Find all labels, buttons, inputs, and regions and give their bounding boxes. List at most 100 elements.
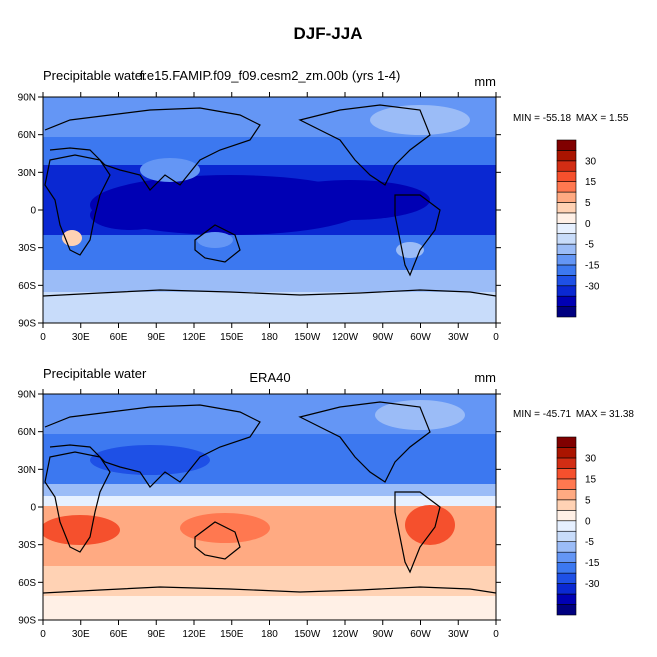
lat-tick-label: 90S [18,616,36,627]
colorbar-tick-label: -15 [585,558,600,569]
panel-obs: Precipitable water ERA40 mm MIN = -45.71… [18,366,635,640]
colorbar-tick-label: 5 [585,495,591,506]
colorbar-swatch [556,191,577,203]
lat-tick-label: 60N [18,427,36,438]
lon-tick-label: 0 [40,332,46,343]
panel-obs-minmax: MIN = -45.71 MAX = 31.38 [513,409,634,420]
colorbar-swatch [556,562,577,574]
lon-tick-label: 150W [294,629,321,640]
lon-tick-label: 90E [147,629,165,640]
lon-tick-label: 30E [72,332,90,343]
colorbar-swatch [556,499,577,511]
lat-tick-label: 60S [18,281,36,292]
colorbar-swatch [556,457,577,469]
lon-tick-label: 90W [372,629,393,640]
colorbar-swatch [556,212,577,224]
colorbar-swatch [556,243,577,255]
colorbar-tick-label: -15 [585,260,600,271]
panel-model: Precipitable water f.e15.FAMIP.f09_f09.c… [18,68,629,343]
colorbar-swatch [556,478,577,490]
colorbar-swatch [556,436,577,448]
lon-tick-label: 180 [261,332,278,343]
colorbar-swatch [556,181,577,193]
colorbar-tick-label: 30 [585,156,597,167]
colorbar-swatch [556,541,577,553]
lat-tick-label: 30N [18,465,36,476]
lon-tick-label: 30W [448,629,469,640]
coastlines-model [43,104,496,297]
colorbar-swatch [556,447,577,459]
lon-tick-label: 180 [261,629,278,640]
lat-tick-label: 60N [18,130,36,141]
lon-tick-label: 120W [332,629,359,640]
colorbar-swatch [556,275,577,287]
lon-tick-label: 120E [182,332,206,343]
main-title: DJF-JJA [294,24,363,43]
colorbar-swatch [556,170,577,182]
colorbar-swatch [556,489,577,501]
panel-obs-left-label: Precipitable water [43,366,147,381]
lat-tick-label: 60S [18,578,36,589]
colorbar-swatch [556,593,577,605]
colorbar-swatch [556,222,577,235]
lat-tick-label: 0 [30,503,36,514]
lon-tick-label: 60E [110,629,128,640]
lon-tick-label: 150E [220,332,244,343]
lat-tick-label: 30S [18,243,36,254]
colorbar-swatch [556,295,577,307]
colorbar-tick-label: 5 [585,198,591,209]
map-field-model [43,97,496,323]
colorbar-swatch [556,306,577,318]
panel-model-units: mm [474,74,496,89]
panel-obs-center-label: ERA40 [249,370,290,385]
colorbar-swatch [556,530,577,543]
colorbar-tick-label: 0 [585,219,591,230]
panel-model-left-label: Precipitable water [43,68,147,83]
colorbar-swatch [556,572,577,584]
colorbar-swatch [556,202,577,214]
colorbar-swatch [556,160,577,172]
colorbar-swatch [556,520,577,532]
coastlines-obs [43,401,496,594]
colorbar-tick-label: 15 [585,474,597,485]
lat-tick-label: 90N [18,93,36,104]
map-field-obs [43,394,496,620]
lon-tick-label: 60E [110,332,128,343]
colorbar-swatch [556,150,577,162]
colorbar-tick-label: -5 [585,537,594,548]
colorbar-swatch [556,233,577,245]
lon-tick-label: 60W [410,332,431,343]
lon-tick-label: 90W [372,332,393,343]
colorbar-tick-label: 0 [585,516,591,527]
lon-tick-label: 0 [493,629,499,640]
colorbar-swatch [556,551,577,563]
lat-tick-label: 30S [18,540,36,551]
lat-tick-label: 30N [18,168,36,179]
lon-tick-label: 150W [294,332,321,343]
lon-tick-label: 0 [493,332,499,343]
colorbar-swatch [556,285,577,297]
panel-model-minmax: MIN = -55.18 MAX = 1.55 [513,113,629,124]
lon-tick-label: 0 [40,629,46,640]
colorbar-tick-label: 30 [585,453,597,464]
colorbar-tick-label: -30 [585,281,600,292]
colorbar-swatch [556,468,577,480]
lon-tick-label: 120W [332,332,359,343]
lon-tick-label: 30E [72,629,90,640]
lon-tick-label: 120E [182,629,206,640]
lat-tick-label: 90S [18,319,36,330]
colorbar-swatch [556,604,577,616]
lon-tick-label: 60W [410,629,431,640]
lon-tick-label: 30W [448,332,469,343]
colorbar-swatch [556,583,577,595]
colorbar-swatch [556,139,577,151]
panel-obs-units: mm [474,370,496,385]
lat-tick-label: 90N [18,390,36,401]
colorbar-tick-label: 15 [585,177,597,188]
colorbar-tick-label: -30 [585,579,600,590]
lon-tick-label: 150E [220,629,244,640]
panel-model-center-label: f.e15.FAMIP.f09_f09.cesm2_zm.00b (yrs 1-… [140,68,401,83]
lon-tick-label: 90E [147,332,165,343]
colorbar-swatch [556,264,577,276]
